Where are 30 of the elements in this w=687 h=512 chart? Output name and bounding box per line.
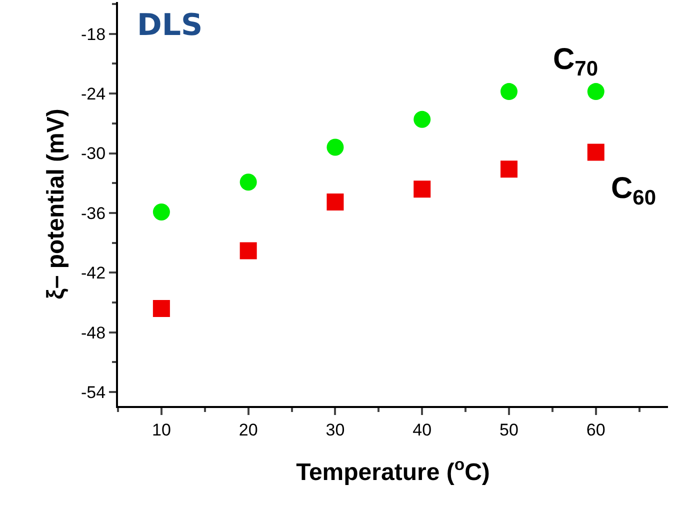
point (587, 144, 604, 161)
point (152, 203, 170, 220)
x-tick-label: 20 (238, 420, 258, 440)
x-tick-label: 50 (500, 420, 518, 440)
x-tick-label: 10 (152, 420, 171, 440)
y-tick-label: -54 (81, 383, 106, 402)
series-label: C$_{60}$ (611, 172, 656, 210)
point (240, 174, 257, 191)
x-axis-title: Temperature ($^{o}$C) (296, 455, 490, 486)
point (414, 180, 431, 198)
y-tick-label: -42 (81, 264, 106, 283)
y-axis-title: ξ– potential (mV) (42, 108, 70, 300)
point (326, 194, 344, 211)
y-tick-label: -18 (81, 24, 106, 44)
x-tick-label: 60 (586, 420, 606, 440)
y-tick-label: -24 (81, 84, 106, 104)
point (326, 138, 344, 156)
series-label: C$_{70}$ (553, 43, 598, 80)
y-tick-label: -48 (81, 323, 106, 342)
point (587, 83, 604, 100)
y-tick-label: -30 (81, 144, 106, 164)
point (152, 300, 170, 317)
annotation: DLS (137, 8, 203, 43)
point (414, 110, 431, 128)
x-tick-label: 40 (412, 420, 432, 440)
point (500, 83, 518, 100)
x-tick-label: 30 (326, 420, 345, 440)
point (500, 160, 518, 178)
y-tick-label: -36 (81, 204, 106, 223)
point (240, 242, 257, 260)
